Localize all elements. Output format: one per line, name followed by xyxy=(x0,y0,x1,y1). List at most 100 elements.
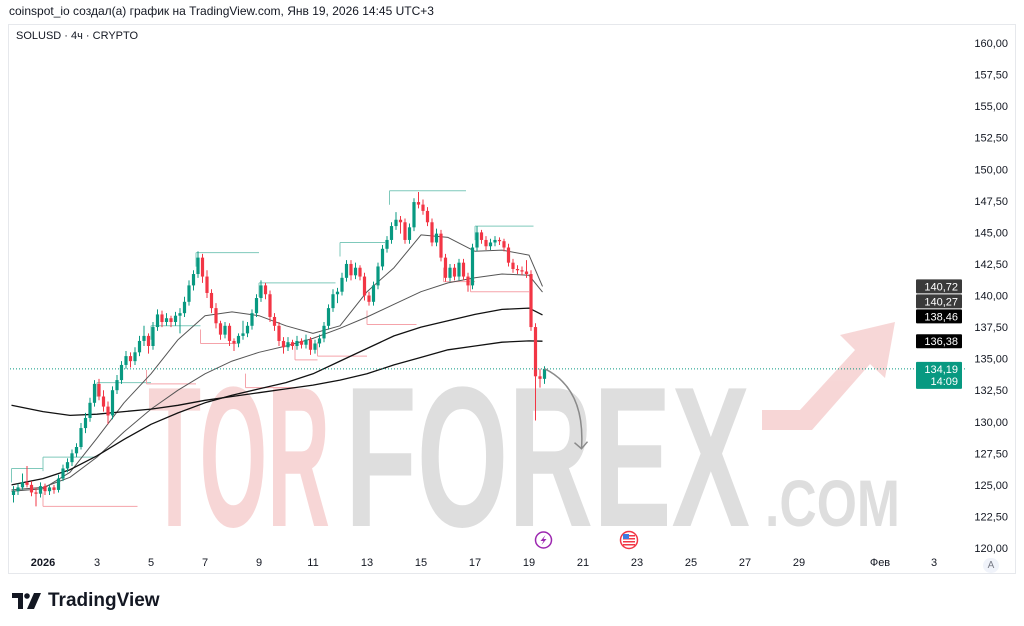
candle-body xyxy=(452,267,457,277)
candle xyxy=(470,243,475,290)
candle-body xyxy=(362,276,367,296)
candle-body xyxy=(322,325,326,339)
candle-body xyxy=(263,285,268,295)
candle-body xyxy=(79,428,83,447)
torforex-watermark: TOR FOREX .COM xyxy=(148,322,900,569)
x-tick-label: 21 xyxy=(577,557,589,569)
candle-body xyxy=(340,277,344,292)
candle-body xyxy=(506,247,511,263)
candle-body xyxy=(151,327,155,346)
candle-body xyxy=(353,267,358,276)
candle xyxy=(20,473,25,490)
candle-body xyxy=(245,325,250,334)
x-tick-label: 19 xyxy=(523,557,535,569)
candle xyxy=(380,245,385,271)
candle xyxy=(317,334,322,348)
y-tick-label: 120,00 xyxy=(974,543,1008,555)
candle-body xyxy=(286,342,290,348)
candle xyxy=(430,218,434,247)
moving-average-line xyxy=(11,307,543,486)
candle xyxy=(79,423,83,450)
candle xyxy=(124,351,128,369)
candle xyxy=(304,334,308,349)
candle xyxy=(538,368,542,388)
candle-body xyxy=(214,308,218,324)
candle xyxy=(137,335,142,357)
candle xyxy=(146,333,151,354)
lightning-bolt xyxy=(540,535,547,545)
candle xyxy=(241,320,245,340)
candle xyxy=(142,325,146,346)
candle-body xyxy=(146,335,151,346)
us-flag-icon[interactable] xyxy=(619,530,639,550)
x-tick-label: 23 xyxy=(631,557,643,569)
flag-stripe xyxy=(623,544,635,546)
watermark-arrow-logo xyxy=(762,322,895,430)
chart-panel[interactable] xyxy=(8,24,1016,574)
candle-body xyxy=(268,294,272,317)
candle xyxy=(250,309,254,330)
candle-body xyxy=(398,219,403,223)
candle-body xyxy=(218,323,223,335)
candle xyxy=(479,229,484,244)
ma-price-label: 140,72 xyxy=(924,281,958,293)
candle xyxy=(218,320,223,340)
candle xyxy=(344,260,349,282)
candle-body xyxy=(20,482,25,488)
candle xyxy=(61,464,65,482)
candle xyxy=(29,481,34,497)
candle-body xyxy=(511,262,515,269)
y-tick-label: 125,00 xyxy=(974,480,1008,492)
candle-body xyxy=(160,314,164,323)
candle-body xyxy=(326,308,331,326)
x-tick-label: 2026 xyxy=(31,557,55,569)
candle-body xyxy=(520,270,524,272)
candle-body xyxy=(290,342,295,346)
candle-body xyxy=(281,340,286,348)
moving-average-line xyxy=(11,273,543,491)
candle-body xyxy=(191,274,196,286)
candle xyxy=(497,237,502,245)
candle-body xyxy=(92,383,97,403)
auto-scale-button[interactable]: A xyxy=(983,558,999,573)
candle xyxy=(398,215,403,234)
ma-price-label: 136,38 xyxy=(924,336,958,348)
tradingview-logo[interactable]: TradingView xyxy=(12,590,160,612)
candle-body xyxy=(335,291,340,295)
candle xyxy=(182,296,187,317)
candle-body xyxy=(389,226,394,240)
candle-body xyxy=(227,325,232,341)
candle-body xyxy=(169,318,173,323)
candle xyxy=(524,260,529,278)
candle-body xyxy=(61,468,65,479)
candle-body xyxy=(484,239,488,247)
candle-body xyxy=(47,487,52,492)
candle-body xyxy=(11,491,16,495)
candle-body xyxy=(29,484,34,493)
candle xyxy=(520,266,524,276)
candle-body xyxy=(524,271,529,275)
candle-body xyxy=(425,210,430,223)
candle-body xyxy=(439,233,443,258)
candle xyxy=(70,449,74,466)
candle xyxy=(362,272,367,301)
ma-price-label-box xyxy=(916,294,962,309)
candle-body xyxy=(101,396,106,407)
candle-body xyxy=(52,487,56,490)
ma-price-label-box xyxy=(916,334,962,349)
lightning-icon[interactable] xyxy=(534,531,553,549)
candle xyxy=(232,338,236,352)
candle xyxy=(506,243,511,267)
candle-body xyxy=(155,314,160,328)
candle-body xyxy=(74,447,79,454)
candle xyxy=(389,222,394,244)
x-tick-label: 27 xyxy=(739,557,751,569)
candle-body xyxy=(488,242,493,247)
candle-body xyxy=(200,257,205,277)
candle-body xyxy=(538,376,542,379)
candle-body xyxy=(304,339,308,345)
candle-body xyxy=(232,340,236,344)
y-tick-label: 157,50 xyxy=(974,70,1008,82)
